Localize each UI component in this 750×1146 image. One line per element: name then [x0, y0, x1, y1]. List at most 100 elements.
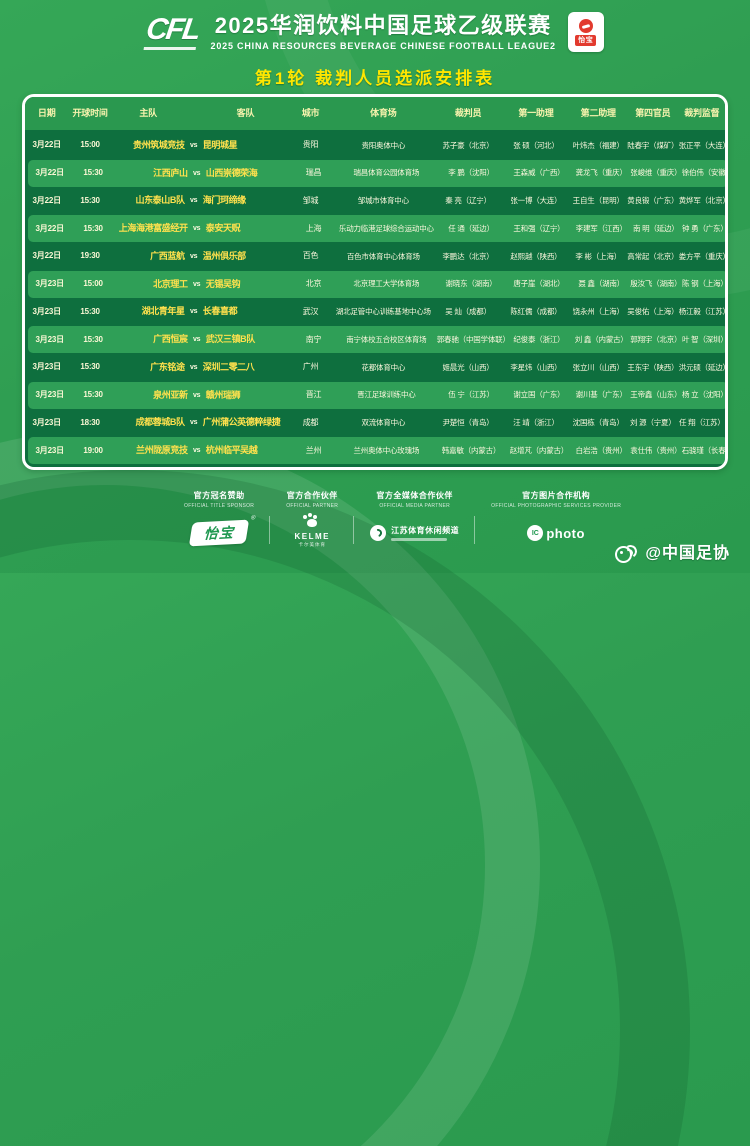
kickoff-time: 15:30 — [83, 168, 103, 178]
kickoff-time: 19:00 — [83, 445, 103, 455]
weibo-icon — [615, 541, 639, 563]
column-header-stadium: 体育场 — [370, 108, 397, 118]
cfl-league-logo: CFL — [143, 13, 201, 50]
match-date: 3月23日 — [35, 445, 65, 455]
table-row: 3月22日 15:30 山东泰山B队 vs 海门珂缔缘 邹城 邹城市体育中心 秦… — [25, 188, 725, 215]
second-assistant-name: 沈国栋（青岛） — [572, 418, 624, 428]
away-team: 杭州临平吴越 — [205, 445, 258, 456]
away-team: 温州俱乐部 — [202, 250, 246, 261]
fourth-official-name: 刘 源（宁夏） — [629, 418, 676, 428]
column-header-fourth-official: 第四官员 — [635, 108, 671, 118]
stadium: 湖北足管中心训练基地中心场 — [335, 307, 431, 317]
page-subtitle: 2025 CHINA RESOURCES BEVERAGE CHINESE FO… — [210, 40, 556, 51]
vs-label: vs — [189, 419, 198, 427]
second-assistant-name: 李 彬（上海） — [575, 251, 622, 261]
vs-label: vs — [189, 308, 198, 316]
fourth-official-name: 南 明（延边） — [632, 223, 679, 233]
stadium: 兰州奥体中心玫瑰场 — [353, 445, 420, 455]
table-row: 3月22日 15:30 江西庐山 vs 山西崇德荣海 瑞昌 瑞昌体育公园体育场 … — [28, 159, 725, 187]
second-assistant-name: 叶炜杰（福建） — [572, 140, 624, 150]
table-row: 3月23日 15:00 北京理工 vs 无锡吴钩 北京 北京理工大学体育场 谢晓… — [28, 270, 725, 298]
jiangsu-tv-logo-text: 江苏体育休闲频道 — [391, 526, 460, 535]
column-header-city: 城市 — [301, 108, 320, 118]
vs-label: vs — [192, 336, 201, 344]
table-header-row: 日期 开球时间 主队 客队 城市 体育场 裁判员 第一助理 第二助理 第四官员 … — [25, 97, 725, 130]
paw-icon — [303, 514, 318, 527]
referee-name: 任 通（延边） — [448, 223, 494, 233]
home-team: 山东泰山B队 — [135, 195, 185, 206]
match-city: 武汉 — [302, 306, 319, 316]
kelme-logo-text: KELME — [294, 531, 330, 541]
sponsor-label-en: OFFICIAL TITLE SPONSOR — [184, 503, 255, 509]
referee-name: 谢晓东（湖南） — [445, 279, 497, 289]
sponsor-label: 官方全媒体合作伙伴 — [376, 491, 453, 500]
referee-supervisor-name: 石骁瑾（长春） — [681, 445, 728, 455]
match-city: 南宁 — [305, 334, 322, 344]
column-header-kickoff: 开球时间 — [72, 108, 108, 118]
sponsor-media-partner: 官方全媒体合作伙伴 OFFICIAL MEDIA PARTNER 江苏体育休闲频… — [354, 490, 476, 551]
match-city: 广州 — [302, 362, 319, 372]
cestbon-logo-icon — [578, 18, 593, 33]
referee-name: 李鹏达（北京） — [442, 251, 494, 261]
match-date: 3月23日 — [32, 306, 62, 316]
stadium: 花都体育中心 — [361, 362, 406, 372]
column-header-referee: 裁判员 — [454, 108, 482, 118]
table-row: 3月23日 18:30 成都蓉城B队 vs 广州蒲公英德粹绿捷 成都 双流体育中… — [25, 410, 725, 437]
referee-name: 吴 灿（成都） — [445, 307, 491, 317]
stadium: 晋江足球训练中心 — [357, 390, 416, 400]
second-assistant-name: 饶永州（上海） — [572, 307, 624, 317]
table-row: 3月23日 15:30 广西恒宸 vs 武汉三镇B队 南宁 南宁体校五合校区体育… — [28, 326, 725, 353]
vs-label: vs — [189, 197, 198, 205]
second-assistant-name: 聂 鑫（湖南） — [578, 279, 625, 289]
first-assistant-name: 汪 靖（浙江） — [513, 418, 559, 428]
table-row: 3月22日 15:30 上海海港富盛经开 vs 泰安天贶 上海 乐动力临港足球综… — [28, 215, 725, 242]
match-city: 晋江 — [305, 390, 322, 400]
referee-supervisor-name: 黄烨军（北京） — [678, 196, 728, 206]
referee-name: 郭春驰（中国学体联） — [436, 334, 510, 344]
second-assistant-name: 龚龙飞（重庆） — [575, 168, 627, 178]
sponsor-label-en: OFFICIAL PHOTOGRAPHIC SERVICES PROVIDER — [491, 503, 622, 509]
kickoff-time: 15:30 — [80, 362, 100, 372]
referee-assignment-table: 日期 开球时间 主队 客队 城市 体育场 裁判员 第一助理 第二助理 第四官员 … — [22, 94, 728, 470]
weibo-account: @中国足协 — [615, 539, 730, 563]
stadium: 瑞昌体育公园体育场 — [353, 168, 420, 178]
second-assistant-name: 白岩浩（贵州） — [575, 445, 627, 455]
away-team: 武汉三镇B队 — [205, 334, 256, 345]
referee-name: 韩嘉敏（内蒙古） — [441, 445, 501, 455]
fourth-official-name: 吴俊佑（上海） — [627, 307, 679, 317]
away-team: 无锡吴钩 — [205, 278, 241, 289]
vs-label: vs — [189, 141, 198, 149]
second-assistant-name: 刘 鑫（内蒙古） — [574, 334, 628, 344]
column-header-assistant1: 第一助理 — [518, 108, 554, 118]
home-team: 兰州陇原竞技 — [135, 445, 188, 456]
kickoff-time: 15:30 — [83, 390, 103, 400]
tv-channel-icon — [370, 525, 387, 541]
fourth-official-name: 张峻维（重庆） — [630, 168, 682, 178]
match-city: 邹城 — [302, 195, 319, 205]
match-date: 3月22日 — [32, 251, 62, 261]
table-row: 3月22日 19:30 广西蓝航 vs 温州俱乐部 百色 百色市体育中心体育场 … — [25, 243, 725, 270]
vs-label: vs — [192, 280, 201, 288]
first-assistant-name: 张一博（大连） — [510, 196, 562, 206]
kickoff-time: 15:30 — [83, 334, 103, 344]
referee-name: 尹楚恒（青岛） — [442, 418, 494, 428]
sponsor-strip: 官方冠名赞助 OFFICIAL TITLE SPONSOR 怡宝 ® 官方合作伙… — [168, 490, 637, 551]
kickoff-time: 15:30 — [83, 223, 103, 233]
fourth-official-name: 黄良锻（广东） — [627, 196, 679, 206]
away-team: 广州蒲公英德粹绿捷 — [202, 417, 281, 428]
match-city: 百色 — [302, 251, 319, 261]
page-title: 2025华润饮料中国足球乙级联赛 — [214, 13, 552, 39]
away-team: 赣州瑞狮 — [205, 389, 241, 400]
home-team: 北京理工 — [153, 278, 188, 289]
icphoto-logo-text: photo — [546, 525, 585, 541]
background-swoosh-dark — [0, 470, 690, 1146]
vs-label: vs — [192, 391, 201, 399]
sponsor-partner: 官方合作伙伴 OFFICIAL PARTNER KELME 卡尔美体育 — [270, 490, 355, 551]
match-date: 3月22日 — [32, 195, 62, 205]
cestbon-logo-text: 怡宝 — [203, 524, 235, 542]
first-assistant-name: 赵熙越（陕西） — [510, 251, 562, 261]
match-date: 3月23日 — [35, 390, 65, 400]
match-date: 3月22日 — [32, 140, 62, 150]
fourth-official-name: 郭翔宇（北京） — [630, 334, 682, 344]
column-header-supervisor: 裁判监督 — [684, 108, 720, 118]
